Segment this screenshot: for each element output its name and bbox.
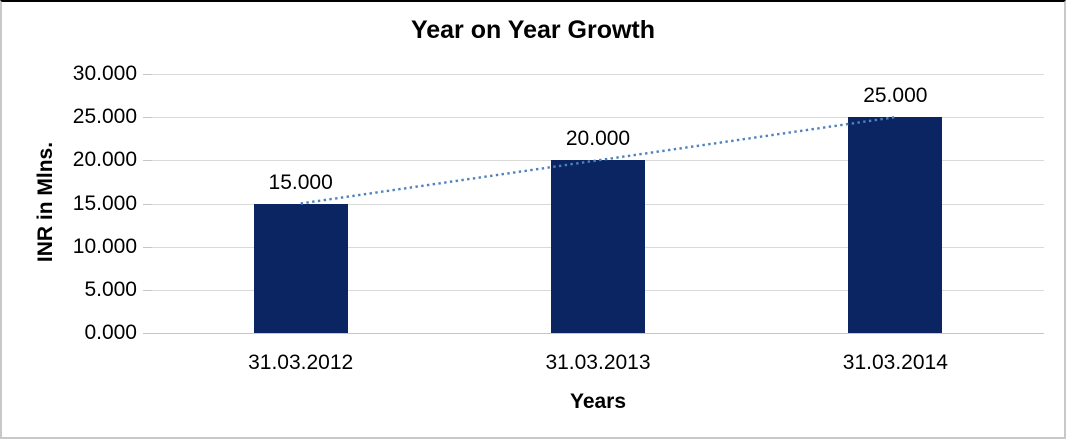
y-tick-mark [143,246,152,248]
bar-value-label: 15.000 [268,170,333,194]
bar-value-label: 20.000 [565,127,631,151]
y-tick-mark [143,333,152,334]
y-tick-label: 20.000 [72,148,137,172]
y-tick-label: 5.000 [84,277,137,301]
gridline [152,74,1044,75]
y-tick-mark [143,203,152,205]
x-tick-label: 31.03.2013 [545,351,651,374]
y-tick-label: 25.000 [72,105,137,129]
x-tick-label: 31.03.2012 [248,351,354,374]
y-tick-label: 15.000 [72,191,137,215]
y-tick-mark [143,160,152,162]
x-axis-line [152,333,1044,334]
bar [551,160,645,333]
y-tick-label: 10.000 [72,234,137,258]
x-axis-title: Years [569,390,627,413]
y-tick-mark [143,289,152,291]
bar [848,117,943,333]
x-tick-label: 31.03.2014 [842,351,948,374]
y-tick-mark [143,74,152,75]
chart-title: Year on Year Growth [410,16,656,44]
y-tick-mark [143,117,152,119]
bar [253,203,348,333]
bar-value-label: 25.000 [863,84,928,108]
y-tick-label: 30.000 [72,62,137,85]
y-tick-label: 0.000 [84,321,137,344]
